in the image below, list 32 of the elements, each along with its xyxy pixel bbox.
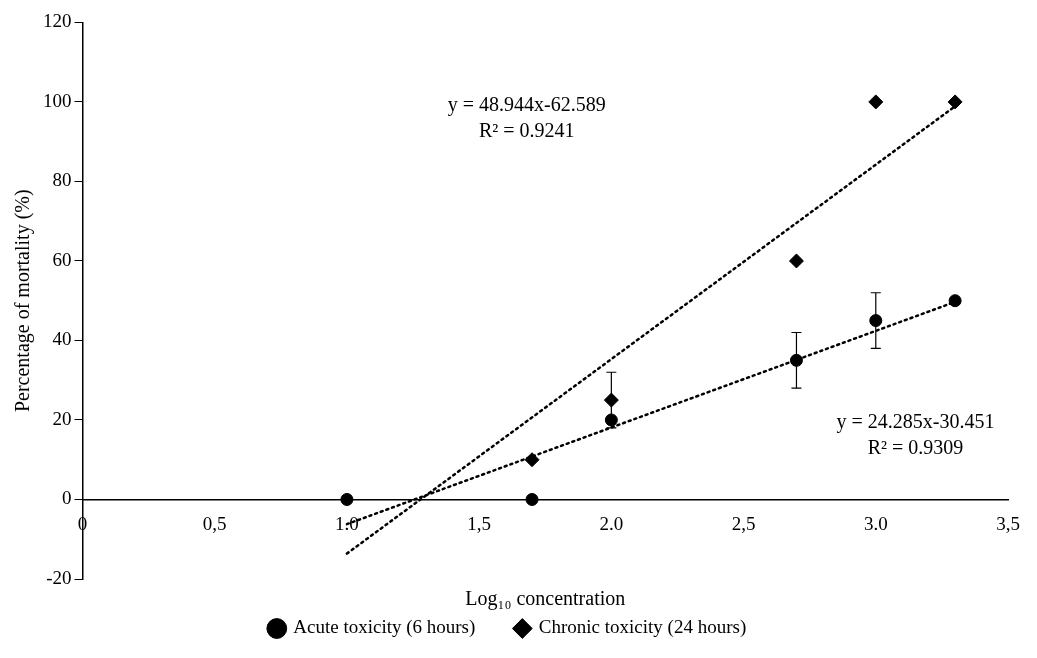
y-tick-label: 100 (43, 89, 72, 111)
point (340, 492, 354, 506)
x-tick-label: 1.0 (335, 512, 359, 534)
x-tick-label: 3.0 (863, 512, 888, 534)
point (947, 94, 963, 110)
y-tick-label: 120 (43, 10, 72, 32)
x-tick-label: 3,5 (996, 512, 1020, 534)
annotation: y = 24.285x-30.451 R² = 0.9309 (836, 410, 995, 459)
y-tick-label: -20 (46, 566, 72, 588)
y-tick-label: 40 (52, 328, 72, 350)
y-axis-title: Percentage of mortality (%) (11, 189, 35, 413)
point (525, 492, 539, 506)
legend-label: Chronic toxicity (24 hours) (538, 616, 747, 639)
x-axis-title: Log₁₀ concentration (465, 586, 626, 610)
legend-label: Acute toxicity (6 hours) (293, 616, 476, 639)
point (948, 294, 962, 308)
y-tick-label: 80 (52, 169, 72, 191)
point (788, 253, 804, 269)
x-tick-label: 2.0 (599, 512, 624, 534)
x-tick-label: 2,5 (731, 512, 756, 534)
point (524, 452, 540, 468)
point (604, 413, 618, 427)
y-tick-label: 0 (62, 487, 72, 509)
point (603, 392, 619, 408)
point (868, 94, 884, 110)
x-tick-label: 0,5 (202, 512, 227, 534)
y-tick-label: 20 (52, 407, 72, 429)
annotation: y = 48.944x-62.589 R² = 0.9241 (447, 93, 606, 142)
point (869, 314, 883, 328)
y-tick-label: 60 (52, 248, 72, 270)
point (789, 353, 803, 367)
x-tick-label: 1,5 (467, 512, 492, 534)
